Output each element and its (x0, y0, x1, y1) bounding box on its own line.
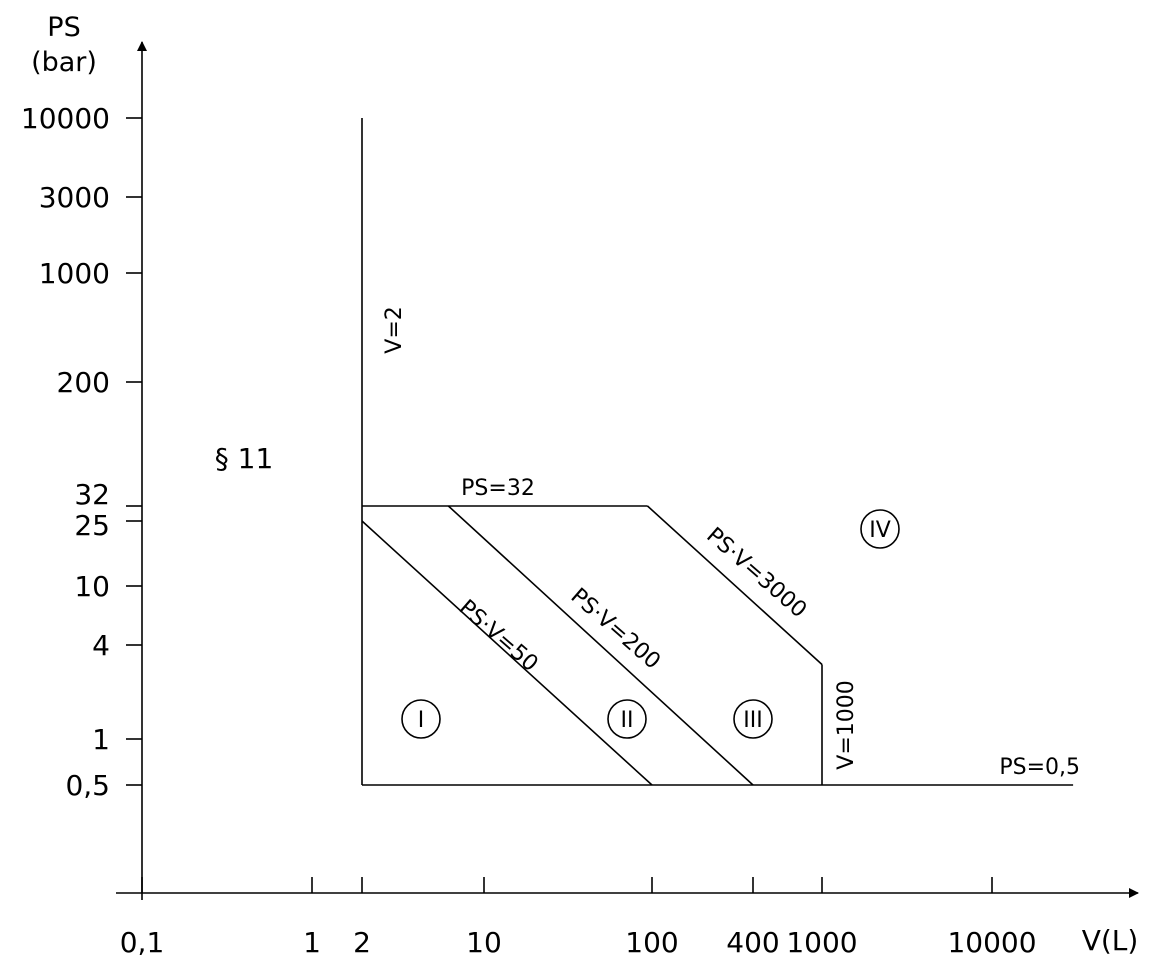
y-tick-label: 0,5 (65, 769, 110, 802)
region-i-marker: I (401, 699, 441, 739)
region-iii-marker: III (733, 699, 773, 739)
y-tick-label: 10 (74, 570, 110, 603)
y-tick-label: 200 (57, 366, 110, 399)
boundary-lines (361, 118, 1074, 786)
section-11-annotation: § 11 (215, 442, 274, 475)
label-ps-0-5: PS=0,5 (999, 755, 1080, 780)
x-tick-label: 1 (303, 926, 321, 959)
y-tick-label: 32 (74, 478, 110, 511)
label-ps-v-200: PS·V=200 (566, 584, 665, 675)
x-tick-label: 10 (466, 926, 502, 959)
y-tick-label: 1 (92, 723, 110, 756)
region-iii-label: III (743, 708, 762, 733)
y-axis-title-line1: PS (47, 12, 80, 43)
boundary-line (447, 505, 754, 786)
region-i-label: I (418, 708, 425, 733)
y-tick-label: 10000 (21, 102, 110, 135)
x-tick-label: 400 (726, 926, 779, 959)
y-tick-label: 3000 (39, 181, 110, 214)
x-tick-label: 100 (625, 926, 678, 959)
label-v1000: V=1000 (834, 680, 859, 769)
label-ps-v-3000: PS·V=3000 (701, 523, 811, 623)
y-tick-label: 25 (74, 509, 110, 542)
label-ps-32: PS=32 (461, 476, 535, 501)
boundary-line (646, 505, 823, 666)
label-v2: V=2 (382, 306, 407, 353)
y-tick-label: 4 (92, 629, 110, 662)
x-tick-label: 10000 (947, 926, 1036, 959)
x-tick-label: 1000 (786, 926, 857, 959)
region-ii-label: II (621, 708, 634, 733)
y-tick-label: 1000 (39, 257, 110, 290)
region-iv-label: IV (869, 518, 891, 543)
label-ps-v-50: PS·V=50 (454, 595, 543, 677)
x-axis-title: V(L) (1082, 924, 1139, 957)
region-iv-marker: IV (860, 509, 900, 549)
y-axis-title-line2: (bar) (31, 47, 97, 78)
boundary-line (361, 520, 653, 786)
x-tick-label: 0,1 (120, 926, 165, 959)
x-axis-ticks: 0,1 1 2 10 100 400 1000 10000 (120, 877, 1037, 959)
region-ii-marker: II (607, 699, 647, 739)
x-tick-label: 2 (353, 926, 371, 959)
